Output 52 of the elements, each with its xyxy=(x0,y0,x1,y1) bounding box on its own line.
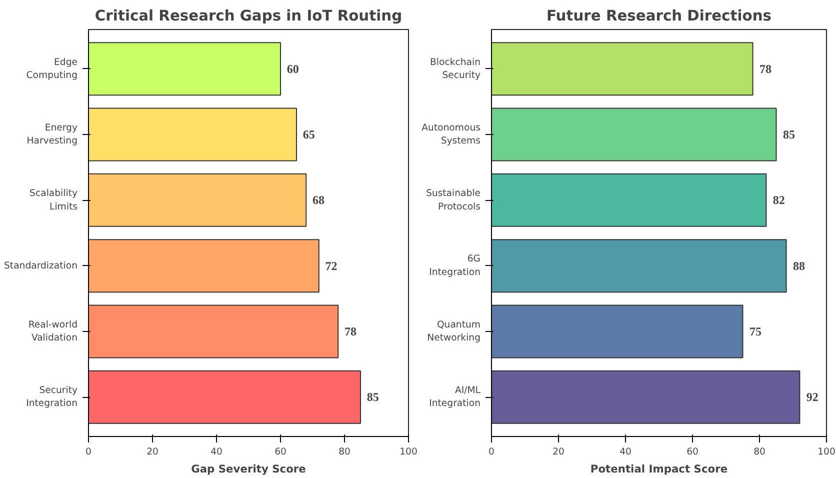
x-tick-label: 100 xyxy=(818,446,836,458)
x-tick-label: 80 xyxy=(754,446,766,458)
x-tick-label: 40 xyxy=(620,446,632,458)
bar xyxy=(88,304,339,358)
data-label: 85 xyxy=(782,128,795,142)
y-tick-label: Standardization xyxy=(4,260,78,272)
data-label: 68 xyxy=(312,193,324,208)
data-label: 78 xyxy=(760,62,772,76)
x-tick-label: 0 xyxy=(86,446,92,458)
y-tick-label: Quantum Networking xyxy=(427,319,481,344)
y-tick-label: Scalability Limits xyxy=(30,188,78,212)
chart-title: Future Research Directions xyxy=(546,8,772,24)
data-label: 75 xyxy=(749,324,762,338)
y-tick-label: Real-world Validation xyxy=(28,319,78,344)
data-label: 92 xyxy=(806,390,818,404)
y-tick-label: 6G Integration xyxy=(429,254,481,278)
x-tick-label: 100 xyxy=(400,446,418,458)
y-tick-label: Energy Harvesting xyxy=(26,122,78,147)
bar xyxy=(492,173,767,227)
bar xyxy=(492,304,744,358)
data-label: 65 xyxy=(302,128,315,142)
x-axis-title: Gap Severity Score xyxy=(191,462,306,476)
data-label: 78 xyxy=(344,324,356,338)
y-tick-label: Autonomous Systems xyxy=(422,122,481,147)
y-tick-label: Blockchain Security xyxy=(430,56,481,81)
y-tick-label: Security Integration xyxy=(26,385,78,410)
bar xyxy=(88,239,320,293)
x-axis-title: Potential Impact Score xyxy=(590,462,728,476)
data-label: 72 xyxy=(325,258,338,273)
bar xyxy=(88,42,281,96)
y-tick-label: Edge Computing xyxy=(26,56,78,81)
data-label: 82 xyxy=(772,193,785,208)
data-label: 85 xyxy=(366,390,379,404)
bar xyxy=(492,239,787,293)
bar xyxy=(88,173,307,227)
bar xyxy=(492,370,800,424)
x-tick-label: 60 xyxy=(274,446,286,458)
x-tick-label: 40 xyxy=(210,446,222,458)
x-tick-label: 0 xyxy=(488,446,495,458)
data-label: 88 xyxy=(793,258,805,273)
x-tick-label: 20 xyxy=(146,446,158,458)
x-tick-label: 60 xyxy=(686,446,698,458)
chart-title: Critical Research Gaps in IoT Routing xyxy=(94,8,402,24)
x-tick-label: 80 xyxy=(338,446,350,458)
bar xyxy=(492,42,754,96)
bar xyxy=(492,108,777,162)
y-tick-label: AI/ML Integration xyxy=(429,385,482,410)
bar xyxy=(88,108,297,162)
data-label: 60 xyxy=(286,62,299,76)
y-tick-label: Sustainable Protocols xyxy=(426,188,481,212)
bar xyxy=(88,370,361,424)
x-tick-label: 20 xyxy=(552,446,564,458)
